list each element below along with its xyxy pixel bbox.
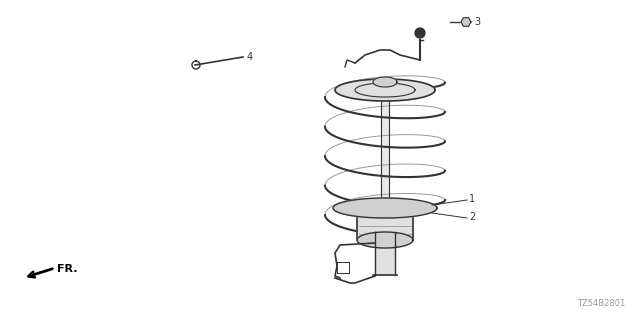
- Text: 4: 4: [247, 52, 253, 62]
- Text: FR.: FR.: [57, 264, 77, 274]
- Polygon shape: [415, 28, 425, 38]
- Polygon shape: [373, 77, 397, 87]
- Polygon shape: [333, 198, 437, 218]
- Text: 2: 2: [469, 212, 476, 222]
- Polygon shape: [461, 18, 471, 26]
- Polygon shape: [335, 79, 435, 101]
- Text: 3: 3: [474, 17, 480, 27]
- Text: TZ54B2801: TZ54B2801: [577, 299, 625, 308]
- Text: 1: 1: [469, 194, 475, 204]
- Polygon shape: [357, 232, 413, 248]
